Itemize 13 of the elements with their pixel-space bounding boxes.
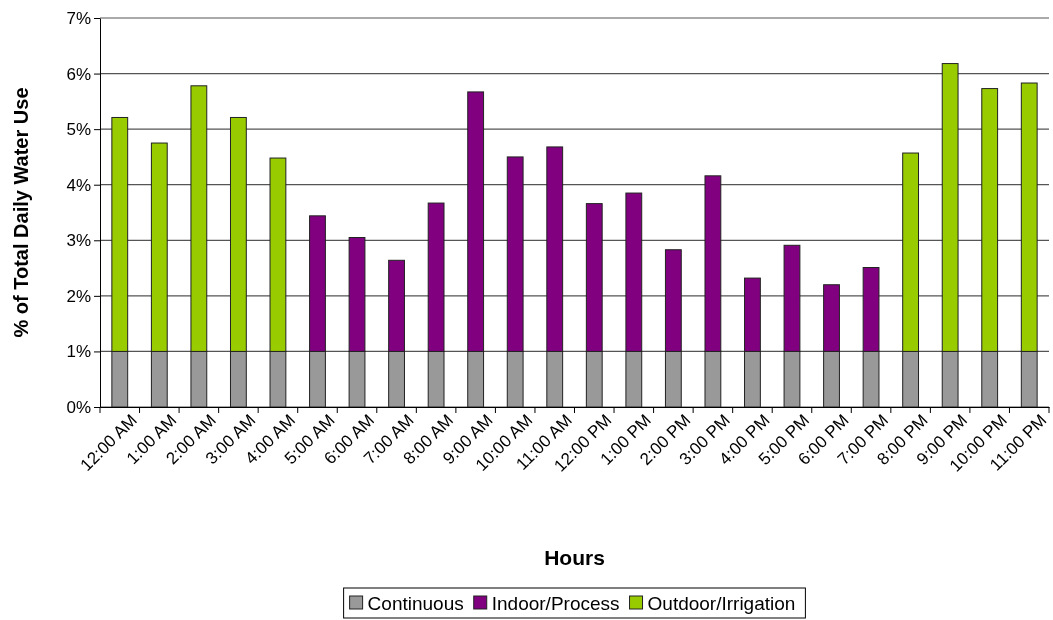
legend-label: Indoor/Process [491,592,620,614]
y-tick-label: 3% [66,231,91,251]
y-tick-label: 7% [66,8,91,28]
y-tick-label: 4% [66,175,91,195]
y-axis-title: % of Total Daily Water Use [10,87,32,338]
y-tick-label: 6% [66,64,91,84]
y-tick-label: 5% [66,120,91,140]
y-tick-label: 2% [66,286,91,306]
legend-label: Continuous [367,592,464,614]
legend-label: Outdoor/Irrigation [647,592,796,614]
y-tick-label: 1% [66,342,91,362]
y-tick-label: 0% [66,397,91,417]
x-axis-title: Hours [544,546,605,569]
